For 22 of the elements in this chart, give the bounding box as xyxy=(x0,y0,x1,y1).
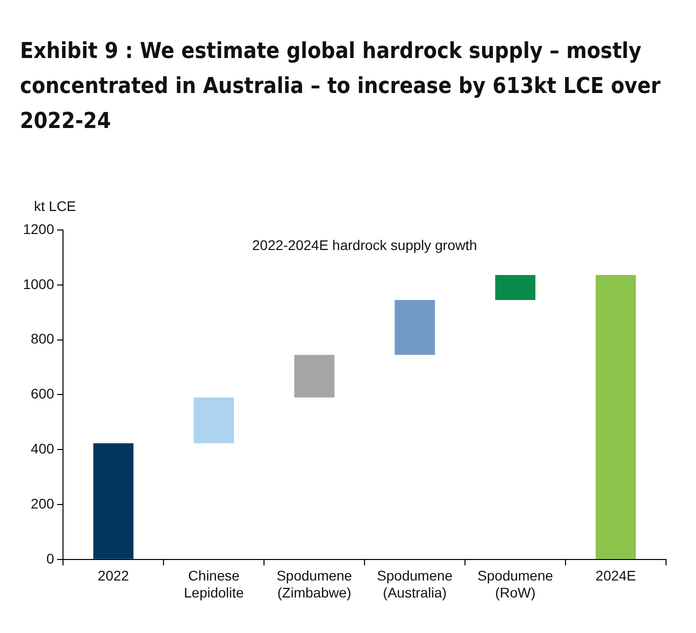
y-tick-label: 1000 xyxy=(22,276,54,292)
x-tick-label: 2022 xyxy=(98,568,130,584)
bar xyxy=(394,300,435,355)
x-tick-label: Chinese Lepidolite xyxy=(184,568,244,600)
x-tick-label: Spodumene (RoW) xyxy=(478,568,554,600)
bar xyxy=(294,354,334,398)
bar xyxy=(194,397,234,444)
x-tick-label: Spodumene (Zimbabwe) xyxy=(276,568,352,600)
x-tick-label: 2024E xyxy=(596,568,636,584)
chart-title: Exhibit 9 : We estimate global hardrock supply – mostly concentrated in Australia – to increase by 613kt LCE over 2022-24 xyxy=(20,38,662,136)
y-tick-label: 600 xyxy=(30,386,54,402)
y-tick-label: 1200 xyxy=(22,220,54,237)
bar xyxy=(495,275,536,300)
bar xyxy=(93,443,134,559)
y-tick-label: 200 xyxy=(30,495,54,512)
y-tick-label: 400 xyxy=(30,440,54,456)
y-tick-label: 0 xyxy=(46,550,54,566)
annotation: 2022-2024E hardrock supply growth xyxy=(252,236,478,253)
bar xyxy=(596,275,636,559)
x-tick-label: Spodumene (Australia) xyxy=(377,568,453,600)
y-tick-label: 800 xyxy=(30,330,54,347)
y-axis-title: kt LCE xyxy=(34,198,76,214)
